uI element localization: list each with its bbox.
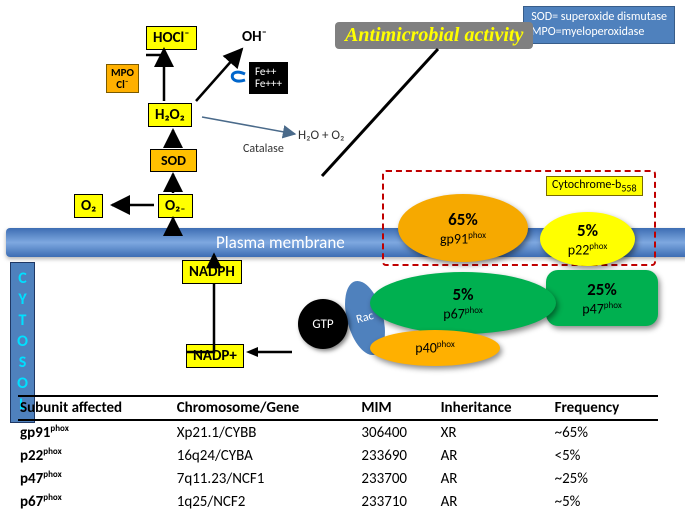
ellipse-p22: 5% p22phox — [540, 212, 635, 266]
table-row: gp91phoxXp21.1/CYBB306400XR~65% — [18, 420, 658, 444]
box-hocl: HOCl⁻ — [146, 26, 197, 50]
legend-line2: MPO=myeloperoxidase — [531, 25, 667, 40]
label-h2o-o2: H₂O + O₂ — [298, 128, 344, 143]
gene-table-wrap: Subunit affectedChromosome/GeneMIMInheri… — [18, 395, 658, 513]
table-row: p22phox16q24/CYBA233690AR<5% — [18, 444, 658, 467]
col-header: Subunit affected — [18, 396, 175, 420]
label-catalase: Catalase — [243, 142, 284, 156]
ellipse-p40: p40phox — [370, 330, 500, 366]
box-o2minus: O₂₋ — [158, 194, 193, 218]
box-mpo: MPOCl⁻ — [106, 64, 139, 93]
box-fe: Fe++Fe+++ — [249, 62, 288, 94]
col-header: Frequency — [553, 396, 658, 420]
ellipse-p67: 5% p67phox — [370, 272, 556, 334]
table-row: p67phox1q25/NCF2233710AR~5% — [18, 490, 658, 513]
box-nadph: NADPH — [182, 260, 242, 284]
gene-table: Subunit affectedChromosome/GeneMIMInheri… — [18, 395, 658, 513]
col-header: Chromosome/Gene — [175, 396, 360, 420]
col-header: Inheritance — [439, 396, 553, 420]
ellipse-gp91: 65% gp91phox — [398, 194, 528, 262]
col-header: MIM — [359, 396, 438, 420]
box-sod: SOD — [150, 149, 197, 172]
box-h2o2: H₂O₂ — [148, 103, 192, 127]
table-row: p47phox7q11.23/NCF1233700AR~25% — [18, 467, 658, 490]
cytochrome-label: Cytochrome-b558 — [546, 176, 643, 196]
rect-p47: 25% p47phox — [546, 270, 658, 326]
legend-line1: SOD= superoxide dismutase — [531, 10, 667, 25]
antimicrobial-title: Antimicrobial activity — [335, 22, 533, 49]
box-nadp: NADP+ — [186, 344, 244, 368]
box-o2: O₂ — [74, 194, 103, 218]
label-oh: OH⁻ — [236, 26, 273, 48]
gtp-circle: GTP — [298, 299, 348, 349]
legend-box: SOD= superoxide dismutase MPO=myeloperox… — [523, 6, 675, 44]
